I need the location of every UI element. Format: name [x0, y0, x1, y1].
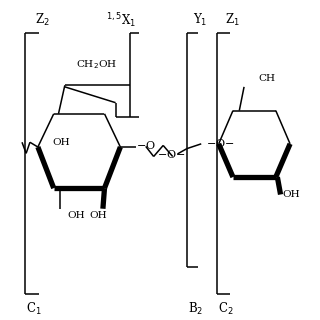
Text: OH: OH	[67, 211, 85, 220]
Text: CH: CH	[258, 75, 275, 84]
Text: OH: OH	[89, 211, 107, 220]
Text: $-$O$-$: $-$O$-$	[157, 148, 185, 160]
Text: Y$_1$: Y$_1$	[193, 12, 208, 28]
Text: C$_2$: C$_2$	[218, 300, 233, 316]
Text: Z$_1$: Z$_1$	[225, 12, 240, 28]
Text: B$_2$: B$_2$	[188, 300, 203, 316]
Text: $-$O$-$: $-$O$-$	[206, 137, 235, 149]
Text: C$_1$: C$_1$	[26, 300, 42, 316]
Text: OH: OH	[282, 190, 300, 199]
Text: CH$_2$OH: CH$_2$OH	[76, 58, 117, 71]
Text: $-$O: $-$O	[136, 140, 156, 151]
Text: Z$_2$: Z$_2$	[35, 12, 49, 28]
Text: OH: OH	[52, 138, 70, 147]
Text: $^{1,5}$X$_1$: $^{1,5}$X$_1$	[106, 11, 136, 30]
